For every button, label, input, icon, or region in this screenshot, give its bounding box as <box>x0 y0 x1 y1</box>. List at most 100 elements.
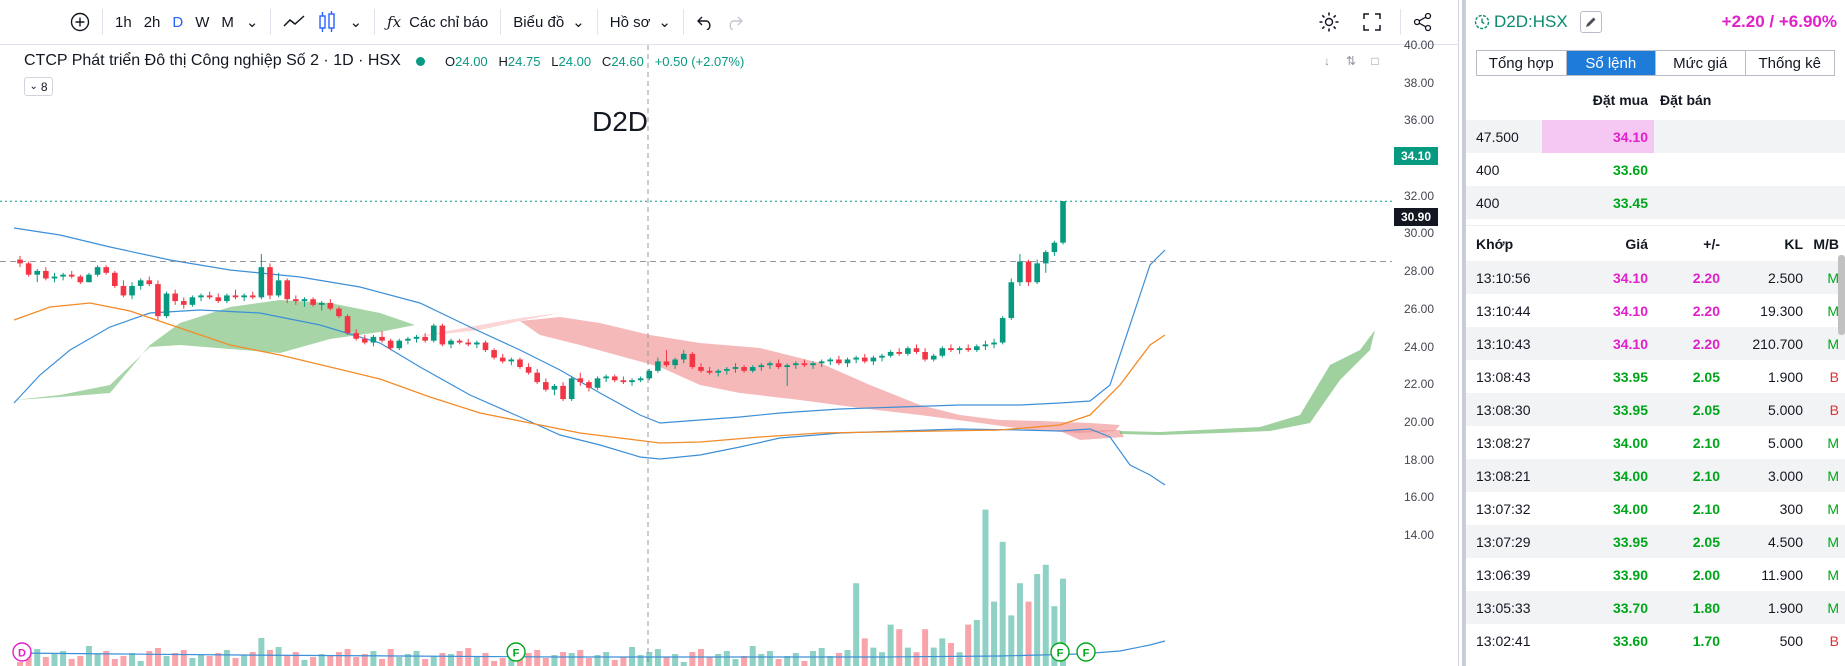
interval-2h[interactable]: 2h <box>143 13 161 31</box>
collapse-button[interactable]: ⇅ <box>1345 54 1357 68</box>
interval-m[interactable]: M <box>221 13 234 31</box>
match-change: 2.20 <box>1692 269 1720 286</box>
volume-bar <box>473 656 480 666</box>
candle-body <box>784 365 790 368</box>
match-volume: 1.900 <box>1767 368 1803 385</box>
candle-body <box>448 340 454 345</box>
matches-list: 13:10:56 34.10 2.20 2.500 M 13:10:44 34.10 2.20… <box>1466 261 1845 657</box>
candle-body <box>1008 282 1015 319</box>
interval-dropdown[interactable]: ⌄ <box>240 7 265 37</box>
match-side: M <box>1827 269 1839 286</box>
chart-style-dropdown[interactable]: ⌄ <box>343 7 368 37</box>
profile-menu-label: Hồ sơ <box>609 13 651 31</box>
candle-body <box>517 359 523 368</box>
redo-button[interactable] <box>720 7 750 37</box>
scroll-down-button[interactable]: ↓ <box>1324 54 1330 68</box>
candle-body <box>172 293 178 302</box>
candle-body <box>930 355 937 360</box>
tab-so-lenh[interactable]: Sổ lệnh <box>1566 51 1656 75</box>
candle-body <box>560 385 566 400</box>
undo-button[interactable] <box>690 7 720 37</box>
tab-thong-ke[interactable]: Thống kê <box>1758 54 1822 72</box>
volume-bar <box>887 624 894 666</box>
fullscreen-button[interactable] <box>1356 7 1388 37</box>
match-time: 13:10:44 <box>1476 302 1531 319</box>
profile-menu-button[interactable]: Hồ sơ ⌄ <box>604 7 677 37</box>
scrollbar[interactable] <box>1838 255 1845 335</box>
indicators-button[interactable]: ƒx Các chỉ báo <box>381 7 494 37</box>
volume-bar <box>568 653 575 666</box>
tab-muc-gia[interactable]: Mức giá <box>1656 51 1746 75</box>
chart-menu-button[interactable]: Biểu đồ ⌄ <box>507 7 590 37</box>
toolbar-divider <box>270 9 272 35</box>
interval-d[interactable]: D <box>172 13 184 31</box>
candle-body <box>905 348 911 354</box>
match-volume: 11.900 <box>1761 566 1803 583</box>
match-side: M <box>1827 599 1839 616</box>
volume-bar <box>215 653 222 666</box>
side-symbol[interactable]: D2D:HSX <box>1474 12 1568 32</box>
candle-body <box>413 336 420 339</box>
volume-bar <box>361 654 368 666</box>
maximize-pane-button[interactable]: □ <box>1371 54 1379 68</box>
match-time: 13:07:29 <box>1476 533 1531 550</box>
volume-bar <box>896 629 903 666</box>
interval-1h[interactable]: 1h <box>115 13 132 31</box>
price-axis[interactable]: 40.0038.0036.0034.0032.0030.0028.0026.00… <box>1392 38 1458 666</box>
candle-body <box>853 357 859 360</box>
volume-bar <box>853 583 860 666</box>
price-tick: 30.00 <box>1404 226 1435 241</box>
moving-average <box>13 302 1166 444</box>
match-price: 33.95 <box>1612 401 1648 418</box>
high-value: 24.75 <box>507 54 541 69</box>
share-button[interactable] <box>1407 7 1439 37</box>
tab-tong-hop[interactable]: Tổng hợp <box>1477 51 1567 75</box>
volume-bar <box>404 654 411 666</box>
candle-body <box>43 270 49 279</box>
line-chart-button[interactable] <box>277 7 311 37</box>
volume-bar <box>922 629 929 666</box>
volume-bar <box>327 655 334 666</box>
match-side: M <box>1827 533 1839 550</box>
volume-bar <box>913 652 920 666</box>
volume-bar <box>111 659 118 666</box>
volume-bar <box>766 651 773 666</box>
match-price: 33.60 <box>1612 632 1648 649</box>
volume-bar <box>241 655 248 666</box>
side-header: D2D:HSX +2.20 / +6.90% <box>1466 0 1845 44</box>
candle-body <box>637 378 644 381</box>
edit-symbol-button[interactable] <box>1579 11 1602 33</box>
candle-style-button[interactable] <box>311 7 343 37</box>
candle-body <box>646 370 653 379</box>
candle-body <box>439 325 446 345</box>
candle-body <box>887 351 894 356</box>
bid-price[interactable]: 33.60 <box>1612 161 1648 178</box>
price-tick: 28.00 <box>1404 264 1435 279</box>
add-symbol-button[interactable] <box>64 7 96 37</box>
bid-price[interactable]: 34.10 <box>1542 120 1654 153</box>
settings-button[interactable] <box>1312 7 1346 37</box>
indicators-toggle[interactable]: ⌄ 8 <box>24 77 53 96</box>
volume-bar <box>456 651 463 666</box>
matches-header: Khớp Giá +/- KL M/B <box>1466 225 1845 261</box>
match-row: 13:10:56 34.10 2.20 2.500 M <box>1466 261 1845 294</box>
chevron-down-icon: ⌄ <box>349 14 363 31</box>
volume-bar <box>258 638 265 666</box>
match-volume: 210.700 <box>1752 335 1803 352</box>
candle-body <box>310 299 316 305</box>
candle-body <box>1060 201 1066 243</box>
match-side: M <box>1827 566 1839 583</box>
volume-bar <box>551 655 558 666</box>
candle-body <box>396 340 403 349</box>
volume-bar <box>448 654 454 666</box>
candle-body <box>577 378 584 383</box>
candle-body <box>1034 263 1040 283</box>
time-header: Khớp <box>1476 235 1514 252</box>
candle-body <box>293 299 299 302</box>
candle-body <box>603 376 609 379</box>
bid-price[interactable]: 33.45 <box>1612 194 1648 211</box>
interval-w[interactable]: W <box>195 13 210 31</box>
volume-bar <box>172 653 179 666</box>
candle-body <box>724 368 730 371</box>
